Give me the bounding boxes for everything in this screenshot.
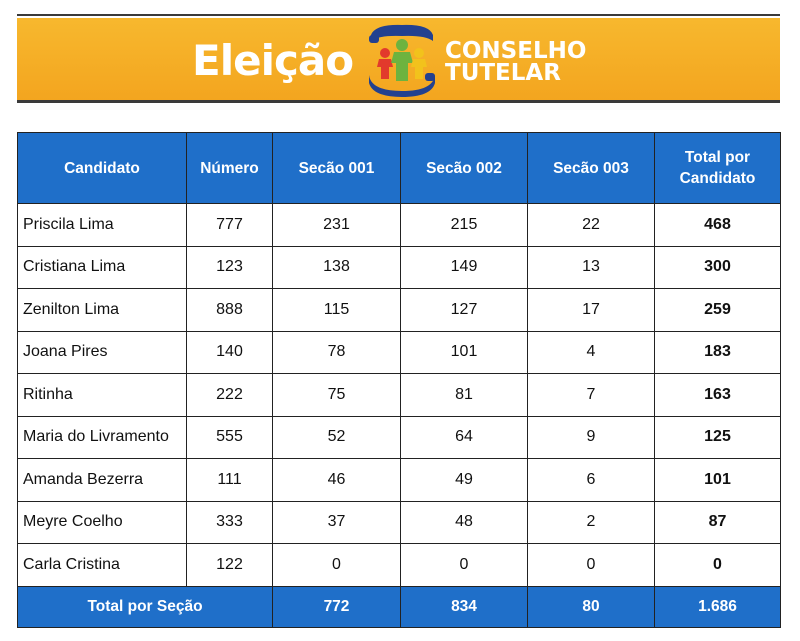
table-row: Cristiana Lima 123 138 149 13 300 bbox=[17, 245, 781, 289]
table-row: Joana Pires 140 78 101 4 183 bbox=[17, 330, 781, 374]
cell-secao-003: 7 bbox=[527, 373, 655, 417]
footer-secao-001: 772 bbox=[272, 585, 401, 628]
table-row: Maria do Livramento 555 52 64 9 125 bbox=[17, 415, 781, 459]
footer-secao-002: 834 bbox=[400, 585, 528, 628]
cell-numero: 123 bbox=[186, 245, 273, 289]
cell-secao-002: 48 bbox=[400, 500, 528, 544]
col-header-numero: Número bbox=[186, 132, 273, 204]
table-footer-row: Total por Seção 772 834 80 1.686 bbox=[17, 585, 781, 628]
cell-secao-002: 127 bbox=[400, 288, 528, 332]
cell-total: 468 bbox=[654, 203, 781, 247]
cell-secao-002: 64 bbox=[400, 415, 528, 459]
cell-secao-003: 17 bbox=[527, 288, 655, 332]
col-header-total: Total por Candidato bbox=[654, 132, 781, 204]
family-hands-icon bbox=[369, 24, 435, 97]
cell-secao-002: 0 bbox=[400, 543, 528, 587]
cell-numero: 777 bbox=[186, 203, 273, 247]
table-row: Carla Cristina 122 0 0 0 0 bbox=[17, 543, 781, 587]
header-banner: Eleição CONSELHO TUTELAR bbox=[17, 18, 780, 103]
table-row: Amanda Bezerra 111 46 49 6 101 bbox=[17, 458, 781, 502]
cell-candidato: Maria do Livramento bbox=[17, 415, 187, 459]
cell-candidato: Joana Pires bbox=[17, 330, 187, 374]
cell-secao-001: 75 bbox=[272, 373, 401, 417]
cell-total: 87 bbox=[654, 500, 781, 544]
cell-secao-003: 2 bbox=[527, 500, 655, 544]
cell-secao-002: 81 bbox=[400, 373, 528, 417]
col-header-secao-001: Secão 001 bbox=[272, 132, 401, 204]
cell-secao-003: 9 bbox=[527, 415, 655, 459]
banner-top-rule bbox=[17, 14, 780, 16]
cell-numero: 140 bbox=[186, 330, 273, 374]
cell-secao-003: 22 bbox=[527, 203, 655, 247]
cell-candidato: Ritinha bbox=[17, 373, 187, 417]
cell-secao-002: 149 bbox=[400, 245, 528, 289]
cell-secao-002: 49 bbox=[400, 458, 528, 502]
table-row: Zenilton Lima 888 115 127 17 259 bbox=[17, 288, 781, 332]
cell-secao-003: 0 bbox=[527, 543, 655, 587]
cell-secao-001: 37 bbox=[272, 500, 401, 544]
cell-total: 183 bbox=[654, 330, 781, 374]
table-row: Ritinha 222 75 81 7 163 bbox=[17, 373, 781, 417]
cell-secao-003: 6 bbox=[527, 458, 655, 502]
table-row: Meyre Coelho 333 37 48 2 87 bbox=[17, 500, 781, 544]
cell-numero: 555 bbox=[186, 415, 273, 459]
col-header-total-text: Total por Candidato bbox=[679, 149, 756, 187]
cell-candidato: Meyre Coelho bbox=[17, 500, 187, 544]
footer-total: 1.686 bbox=[654, 585, 781, 628]
cell-secao-001: 52 bbox=[272, 415, 401, 459]
cell-numero: 111 bbox=[186, 458, 273, 502]
cell-secao-001: 78 bbox=[272, 330, 401, 374]
cell-total: 125 bbox=[654, 415, 781, 459]
col-header-secao-003: Secão 003 bbox=[527, 132, 655, 204]
table-header-row: Candidato Número Secão 001 Secão 002 Sec… bbox=[17, 132, 781, 204]
cell-candidato: Cristiana Lima bbox=[17, 245, 187, 289]
cell-numero: 222 bbox=[186, 373, 273, 417]
cell-candidato: Priscila Lima bbox=[17, 203, 187, 247]
cell-secao-001: 46 bbox=[272, 458, 401, 502]
banner-subtitle: CONSELHO TUTELAR bbox=[445, 38, 587, 86]
cell-secao-001: 115 bbox=[272, 288, 401, 332]
cell-numero: 122 bbox=[186, 543, 273, 587]
cell-total: 163 bbox=[654, 373, 781, 417]
cell-candidato: Carla Cristina bbox=[17, 543, 187, 587]
cell-total: 101 bbox=[654, 458, 781, 502]
cell-total: 300 bbox=[654, 245, 781, 289]
cell-numero: 888 bbox=[186, 288, 273, 332]
cell-secao-003: 13 bbox=[527, 245, 655, 289]
col-header-secao-002: Secão 002 bbox=[400, 132, 528, 204]
cell-secao-002: 101 bbox=[400, 330, 528, 374]
cell-secao-002: 215 bbox=[400, 203, 528, 247]
cell-candidato: Zenilton Lima bbox=[17, 288, 187, 332]
cell-secao-001: 138 bbox=[272, 245, 401, 289]
cell-total: 259 bbox=[654, 288, 781, 332]
banner-title: Eleição bbox=[192, 36, 354, 85]
col-header-candidato: Candidato bbox=[17, 132, 187, 204]
banner-subtitle-line1: CONSELHO bbox=[445, 38, 587, 64]
cell-candidato: Amanda Bezerra bbox=[17, 458, 187, 502]
footer-label: Total por Seção bbox=[17, 585, 273, 628]
cell-secao-003: 4 bbox=[527, 330, 655, 374]
table-row: Priscila Lima 777 231 215 22 468 bbox=[17, 203, 781, 247]
cell-total: 0 bbox=[654, 543, 781, 587]
banner-subtitle-line2: TUTELAR bbox=[445, 60, 561, 86]
cell-secao-001: 0 bbox=[272, 543, 401, 587]
results-table: Candidato Número Secão 001 Secão 002 Sec… bbox=[17, 132, 781, 628]
footer-secao-003: 80 bbox=[527, 585, 655, 628]
cell-numero: 333 bbox=[186, 500, 273, 544]
cell-secao-001: 231 bbox=[272, 203, 401, 247]
